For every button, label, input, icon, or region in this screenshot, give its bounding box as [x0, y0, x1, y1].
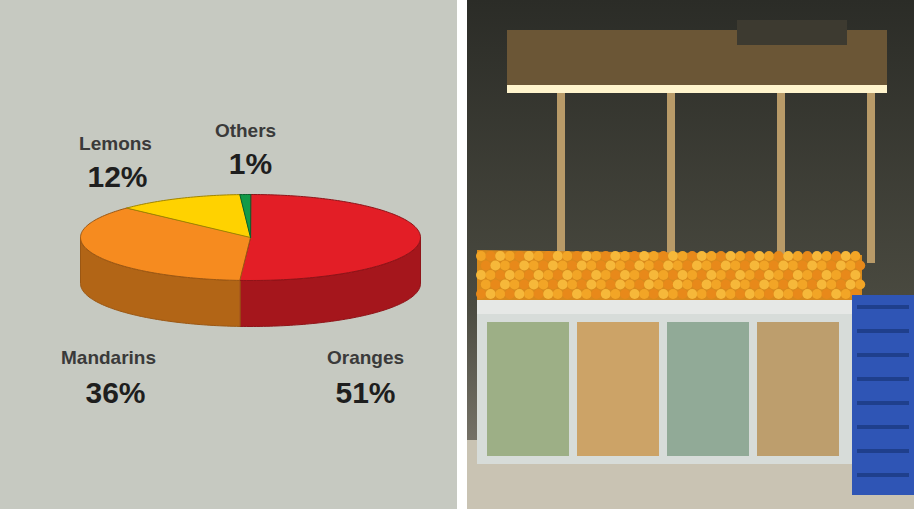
svg-text:12%: 12% — [87, 160, 147, 193]
svg-text:Others: Others — [215, 120, 276, 141]
svg-text:Lemons: Lemons — [79, 133, 152, 154]
svg-text:Mandarins: Mandarins — [61, 347, 156, 368]
svg-text:51%: 51% — [335, 376, 395, 409]
svg-text:36%: 36% — [85, 376, 145, 409]
svg-text:Oranges: Oranges — [327, 347, 404, 368]
svg-text:1%: 1% — [229, 147, 272, 180]
